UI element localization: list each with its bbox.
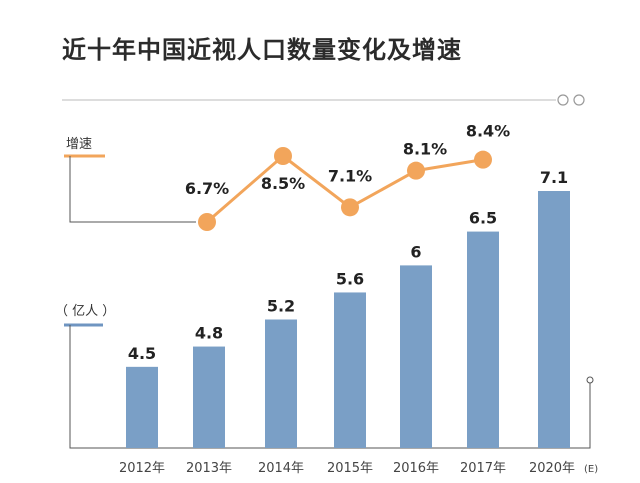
rate-legend-bracket xyxy=(69,156,196,223)
growth-rate-point xyxy=(474,150,492,169)
bar xyxy=(467,231,499,448)
bar xyxy=(126,366,158,448)
bar-value-label: 5.2 xyxy=(267,297,295,316)
growth-rate-label: 8.4% xyxy=(466,122,510,141)
bar xyxy=(265,319,297,448)
divider-dot xyxy=(573,94,585,106)
x-tick-label: 2013年 xyxy=(186,461,232,476)
bar-value-label: 4.8 xyxy=(195,324,223,343)
x-tick-label: 2014年 xyxy=(258,461,304,476)
population-unit-label: （ 亿人 ） xyxy=(55,304,116,319)
x-tick-label: 2015年 xyxy=(327,461,373,476)
growth-rate-point xyxy=(407,161,425,180)
bar xyxy=(334,292,366,448)
bar-value-label: 7.1 xyxy=(540,168,568,187)
growth-rate-point xyxy=(198,213,216,231)
bar xyxy=(400,265,432,448)
bar-value-label: 4.5 xyxy=(128,344,156,363)
x-tick-label: 2012年 xyxy=(119,461,165,476)
rate-legend-label: 增速 xyxy=(66,137,93,152)
growth-rate-label: 6.7% xyxy=(185,179,229,198)
bar-value-label: 6 xyxy=(410,242,421,261)
bar xyxy=(538,191,570,448)
growth-rate-point xyxy=(341,198,359,217)
chart-title: 近十年中国近视人口数量变化及增速 xyxy=(62,36,462,64)
x-axis xyxy=(69,325,591,449)
growth-rate-point xyxy=(274,147,292,165)
bar-value-label: 6.5 xyxy=(469,209,497,228)
bar-value-label: 5.6 xyxy=(336,269,364,288)
growth-rate-label: 8.1% xyxy=(403,140,447,159)
x-tick-label: 2016年 xyxy=(393,461,439,476)
divider-dot xyxy=(557,94,569,106)
x-tick-label: 2017年 xyxy=(460,461,506,476)
growth-rate-label: 8.5% xyxy=(261,174,305,193)
x-tick-label: 2020年 xyxy=(529,461,575,476)
axis-end-dot xyxy=(586,376,594,384)
bar xyxy=(193,346,225,448)
growth-rate-label: 7.1% xyxy=(328,166,372,185)
x-tick-suffix: (E) xyxy=(584,464,598,475)
